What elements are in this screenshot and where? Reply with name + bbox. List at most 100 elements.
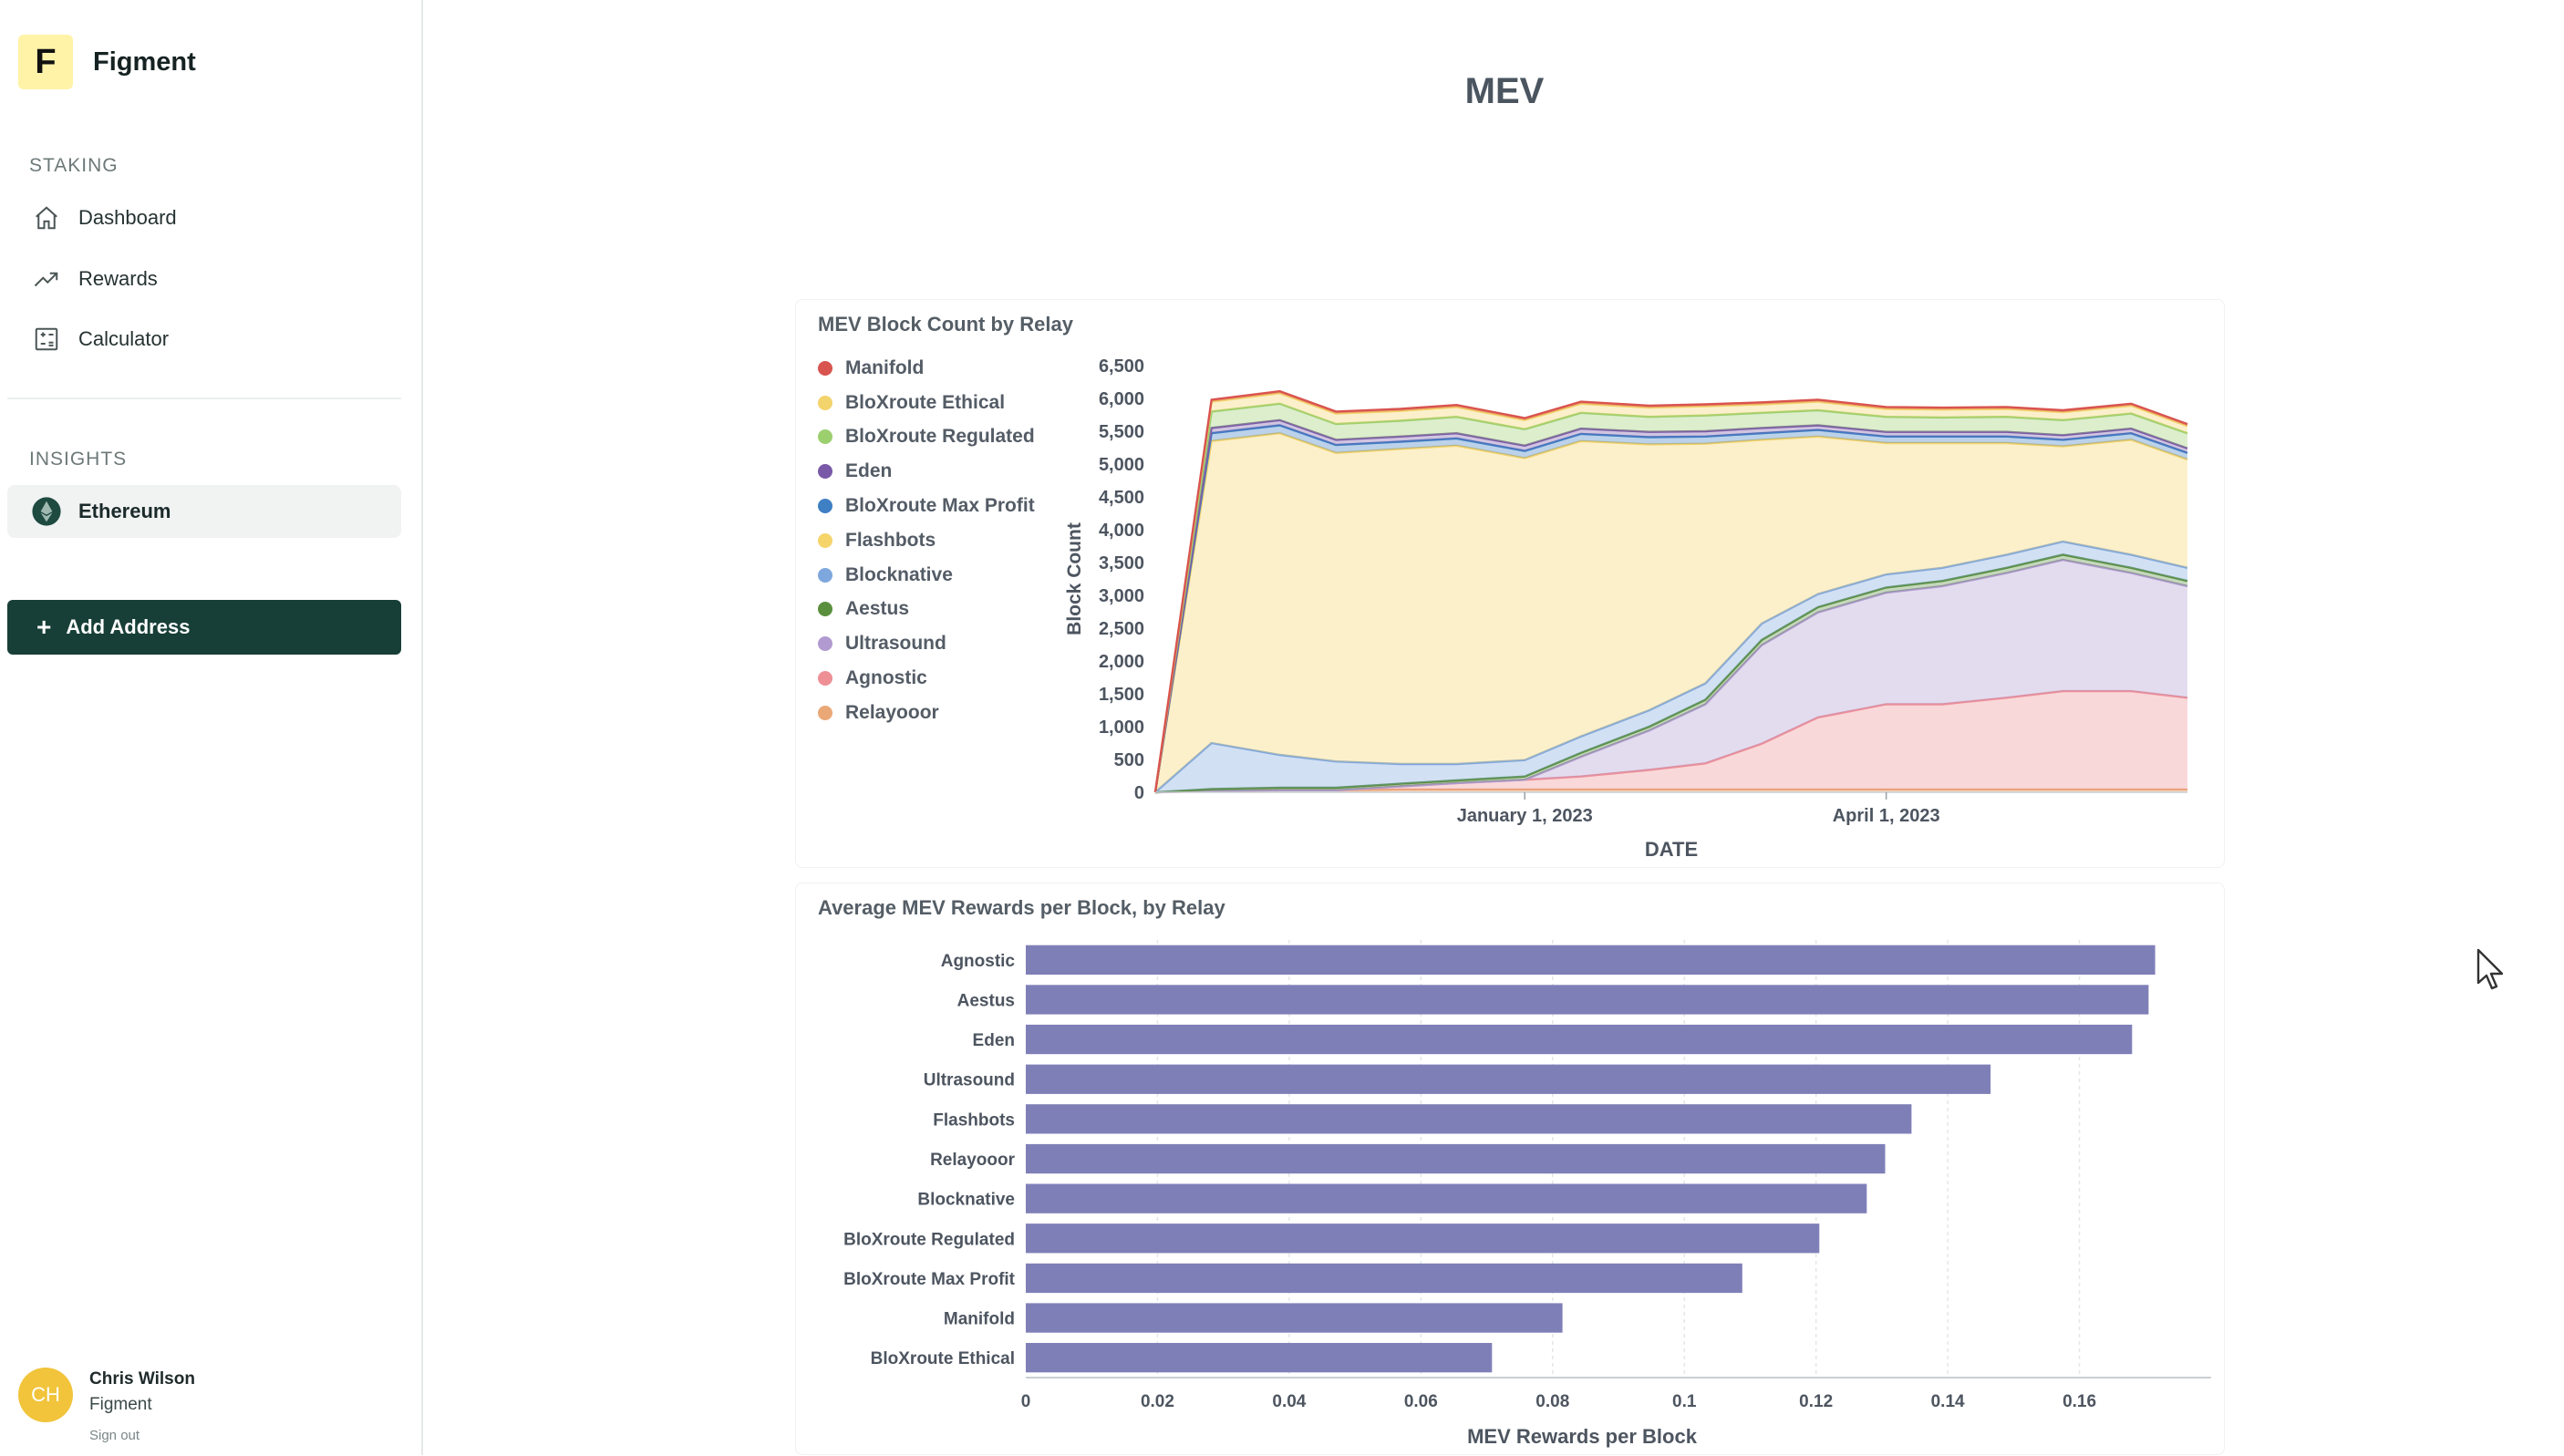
category-label: BloXroute Regulated xyxy=(843,1230,1015,1249)
user-org: Figment xyxy=(89,1395,152,1414)
x-tick-label: 0 xyxy=(1021,1392,1031,1411)
sidebar-item-ethereum[interactable]: Ethereum xyxy=(7,485,401,538)
legend-label: Flashbots xyxy=(845,529,936,551)
area-series-line xyxy=(1153,418,2188,793)
x-tick-label: 0.16 xyxy=(2063,1392,2096,1411)
sidebar-divider xyxy=(7,398,401,399)
x-tick-label: 0.08 xyxy=(1535,1392,1569,1411)
x-tick-label: 0.1 xyxy=(1672,1392,1697,1411)
y-tick-label: 500 xyxy=(1114,750,1144,770)
category-label: Eden xyxy=(973,1031,1015,1050)
legend-label: Ultrasound xyxy=(845,633,946,655)
rewards-bar-chart: Agnostic Aestus Eden Ultrasound Flashbots Rel… xyxy=(843,940,2211,1448)
area-series-line xyxy=(1153,402,2188,793)
legend-item[interactable]: Ultrasound xyxy=(818,626,1035,661)
bar-bloxroute-regulated[interactable] xyxy=(1026,1224,1820,1254)
legend-color-dot xyxy=(818,705,832,720)
area-series-line xyxy=(1153,424,2188,793)
mev-rewards-card: Average MEV Rewards per Block, by Relay … xyxy=(795,883,2225,1455)
bar-ultrasound[interactable] xyxy=(1026,1064,1991,1094)
bar-eden[interactable] xyxy=(1026,1024,2133,1055)
legend-color-dot xyxy=(818,567,832,583)
legend-label: BloXroute Max Profit xyxy=(845,495,1035,517)
category-label: Agnostic xyxy=(941,952,1016,971)
home-icon xyxy=(31,202,62,233)
bar-bloxroute-ethical[interactable] xyxy=(1026,1343,1493,1373)
y-tick-label: 5,500 xyxy=(1099,422,1144,442)
area-series-ultrasound[interactable] xyxy=(1155,560,2187,792)
legend-color-dot xyxy=(818,429,832,445)
legend-label: Relayooor xyxy=(845,701,939,723)
user-profile: CH Chris Wilson Figment Sign out xyxy=(18,1368,195,1443)
mouse-cursor-icon xyxy=(2476,948,2504,990)
brand-logo: F xyxy=(18,35,73,89)
bar-aestus[interactable] xyxy=(1026,985,2149,1015)
x-axis-label: DATE xyxy=(1645,838,1698,861)
legend-color-dot xyxy=(818,499,832,514)
x-tick-label: 0.14 xyxy=(1931,1392,1965,1411)
legend-color-dot xyxy=(818,636,832,652)
legend-item[interactable]: Flashbots xyxy=(818,523,1035,558)
add-address-button[interactable]: + Add Address xyxy=(7,600,401,655)
x-axis-label: MEV Rewards per Block xyxy=(1467,1425,1698,1448)
x-tick-label: 0.02 xyxy=(1141,1392,1174,1411)
staking-section-label: STAKING xyxy=(29,155,119,176)
legend-label: BloXroute Regulated xyxy=(845,426,1035,448)
legend-label: Eden xyxy=(845,460,893,482)
sidebar-item-label: Rewards xyxy=(78,267,158,290)
sidebar-item-dashboard[interactable]: Dashboard xyxy=(7,191,401,244)
y-tick-label: 1,000 xyxy=(1099,718,1144,738)
category-label: Ultrasound xyxy=(924,1071,1015,1090)
legend-label: Agnostic xyxy=(845,667,927,689)
sign-out-link[interactable]: Sign out xyxy=(89,1428,140,1443)
avatar[interactable]: CH xyxy=(18,1368,73,1422)
y-tick-label: 0 xyxy=(1134,783,1144,803)
insights-section-label: INSIGHTS xyxy=(29,449,128,470)
bar-agnostic[interactable] xyxy=(1026,945,2156,975)
x-tick-label: January 1, 2023 xyxy=(1457,806,1593,826)
bar-flashbots[interactable] xyxy=(1026,1104,1912,1134)
category-label: BloXroute Ethical xyxy=(871,1349,1015,1368)
y-tick-label: 3,500 xyxy=(1099,553,1144,573)
sidebar-item-rewards[interactable]: Rewards xyxy=(7,253,401,305)
y-tick-label: 4,500 xyxy=(1099,488,1144,508)
bar-blocknative[interactable] xyxy=(1026,1183,1867,1213)
legend-color-dot xyxy=(818,395,832,410)
x-tick-label: 0.06 xyxy=(1404,1392,1438,1411)
legend-color-dot xyxy=(818,532,832,548)
legend-item[interactable]: BloXroute Regulated xyxy=(818,420,1035,455)
y-tick-label: 2,000 xyxy=(1099,652,1144,672)
sidebar-item-calculator[interactable]: Calculator xyxy=(7,313,401,366)
user-name: Chris Wilson xyxy=(89,1369,195,1389)
area-series-line xyxy=(1154,553,2188,794)
legend-item[interactable]: Agnostic xyxy=(818,661,1035,696)
legend-item[interactable]: Manifold xyxy=(818,351,1035,386)
legend-item[interactable]: BloXroute Ethical xyxy=(818,386,1035,420)
legend-item[interactable]: Aestus xyxy=(818,593,1035,627)
area-series-agnostic[interactable] xyxy=(1155,691,2187,792)
category-label: BloXroute Max Profit xyxy=(843,1270,1016,1289)
x-tick-label: April 1, 2023 xyxy=(1833,806,1940,826)
bar-manifold[interactable] xyxy=(1026,1303,1563,1333)
bar-relayooor[interactable] xyxy=(1026,1143,1886,1174)
legend-item[interactable]: Relayooor xyxy=(818,696,1035,730)
mev-block-count-card: MEV Block Count by Relay Manifold BloXrou… xyxy=(795,299,2225,868)
area-series-blocknative[interactable] xyxy=(1155,542,2187,792)
brand[interactable]: F Figment xyxy=(18,35,196,89)
bar-bloxroute-max-profit[interactable] xyxy=(1026,1263,1742,1294)
legend-label: BloXroute Ethical xyxy=(845,391,1006,413)
legend-item[interactable]: Blocknative xyxy=(818,558,1035,593)
block-count-area-chart: 0 500 1,000 1,500 2,000 2,500 3,000 3,500 4,000 4… xyxy=(1064,356,2188,861)
area-series-line xyxy=(1153,431,2188,793)
page-title: MEV xyxy=(1464,71,1545,111)
legend-item[interactable]: Eden xyxy=(818,454,1035,489)
y-tick-label: 5,000 xyxy=(1099,455,1144,475)
y-tick-label: 6,000 xyxy=(1099,389,1144,409)
y-tick-label: 1,500 xyxy=(1099,685,1144,705)
legend-label: Aestus xyxy=(845,598,910,620)
area-series-flashbots[interactable] xyxy=(1155,433,2187,792)
add-address-label: Add Address xyxy=(66,615,191,638)
calculator-icon xyxy=(31,324,62,355)
chart-legend: Manifold BloXroute Ethical BloXroute Regul… xyxy=(818,351,1035,730)
legend-item[interactable]: BloXroute Max Profit xyxy=(818,489,1035,523)
